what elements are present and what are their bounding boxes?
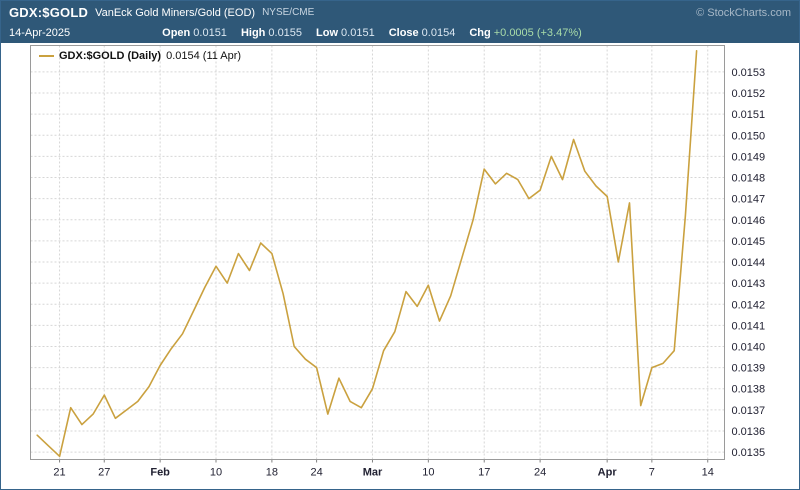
- y-axis-label: 0.0137: [732, 405, 766, 417]
- x-axis-label: Feb: [150, 467, 170, 479]
- chart-area: 0.0135 0.0136 0.0137 0.0138 0.0139 0.0140 0.01…: [1, 43, 799, 489]
- x-axis-label: 24: [310, 467, 322, 479]
- low-value: 0.0151: [341, 27, 375, 39]
- high-label: High: [240, 27, 266, 39]
- plot-border: [30, 45, 725, 460]
- x-axis-label: 10: [422, 467, 434, 479]
- open-value: 0.0151: [193, 27, 227, 39]
- y-axis-label: 0.0150: [732, 130, 766, 142]
- y-axis-label: 0.0140: [732, 341, 766, 353]
- y-axis-label: 0.0145: [732, 236, 766, 248]
- quote-close: Close 0.0154: [389, 27, 456, 39]
- x-axis-label: 27: [98, 467, 110, 479]
- y-axis-label: 0.0146: [732, 215, 766, 227]
- price-chart-svg: 0.0135 0.0136 0.0137 0.0138 0.0139 0.0140 0.01…: [30, 45, 766, 479]
- y-axis-label: 0.0152: [732, 88, 766, 100]
- x-axis-label: Mar: [363, 467, 383, 479]
- open-label: Open: [162, 27, 191, 39]
- chart-date: 14-Apr-2025: [9, 27, 71, 39]
- y-axis-label: 0.0139: [732, 363, 766, 375]
- close-label: Close: [388, 27, 419, 39]
- ticker-symbol: GDX:$GOLD: [9, 5, 89, 20]
- price-line: [36, 50, 698, 458]
- y-axis-label: 0.0153: [732, 67, 766, 79]
- x-axis-label: 7: [649, 467, 655, 479]
- low-label: Low: [316, 27, 339, 39]
- x-axis-label: 10: [210, 467, 222, 479]
- y-axis-label: 0.0151: [732, 109, 766, 121]
- chart-legend: GDX:$GOLD (Daily) 0.0154 (11 Apr): [39, 50, 241, 62]
- y-axis-label: 0.0143: [732, 278, 766, 290]
- series-color-swatch: [39, 55, 54, 57]
- quote-low: Low 0.0151: [316, 27, 375, 39]
- quote-strip: Open 0.0151 High 0.0155 Low 0.0151 Close 0.0…: [162, 27, 582, 39]
- y-axis-label: 0.0135: [732, 447, 766, 459]
- series-label: GDX:$GOLD (Daily): [59, 50, 162, 62]
- exchange-label: NYSE/CME: [262, 7, 315, 18]
- x-axis-label: 21: [53, 467, 65, 479]
- quote-chg: Chg +0.0005 (+3.47%): [469, 27, 581, 39]
- x-axis-label: Apr: [598, 467, 618, 479]
- header-title-row: GDX:$GOLD VanEck Gold Miners/Gold (EOD) …: [1, 1, 799, 23]
- quote-open: Open 0.0151: [162, 27, 227, 39]
- y-axis-label: 0.0142: [732, 299, 766, 311]
- y-axis-label: 0.0147: [732, 194, 766, 206]
- quote-high: High 0.0155: [241, 27, 302, 39]
- stockcharts-copyright: © StockCharts.com: [696, 6, 791, 19]
- close-value: 0.0154: [421, 27, 456, 39]
- chart-header: GDX:$GOLD VanEck Gold Miners/Gold (EOD) …: [1, 1, 799, 43]
- y-axis-label: 0.0144: [732, 257, 766, 269]
- y-axis-label: 0.0149: [732, 151, 766, 163]
- high-value: 0.0155: [268, 27, 303, 39]
- ticker-description: VanEck Gold Miners/Gold (EOD): [95, 6, 256, 19]
- y-axis-label: 0.0138: [732, 384, 766, 396]
- y-axis-label: 0.0141: [732, 320, 766, 332]
- quote-chg-value: +0.0005 (+3.47%): [493, 27, 582, 39]
- header-quote-row: 14-Apr-2025 Open 0.0151 High 0.0155 Low 0.0…: [1, 23, 799, 43]
- x-axis-label: 24: [534, 467, 546, 479]
- y-axis-label: 0.0148: [732, 173, 766, 185]
- y-axis-label: 0.0136: [732, 426, 766, 438]
- chg-label: Chg: [469, 27, 491, 39]
- series-value: 0.0154 (11 Apr): [166, 50, 242, 62]
- x-axis-label: 14: [702, 467, 714, 479]
- x-axis-label: 18: [266, 467, 278, 479]
- x-axis-label: 17: [478, 467, 490, 479]
